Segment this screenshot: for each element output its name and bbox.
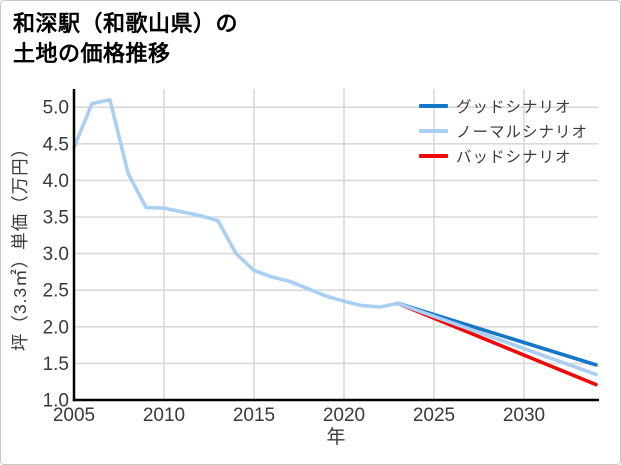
normal-scenario-line-icon — [419, 128, 448, 133]
x-tick-label: 2020 — [323, 405, 365, 426]
legend-item-bad-scenario: バッドシナリオ — [419, 143, 588, 168]
x-tick-label: 2025 — [413, 405, 455, 426]
good-scenario-line-icon — [419, 103, 448, 108]
chart-title-line2: 土地の価格推移 — [13, 41, 171, 66]
x-tick-label: 2005 — [53, 405, 95, 426]
y-tick-label: 5.0 — [43, 98, 69, 119]
series-forecast-normal — [396, 301, 598, 377]
y-tick-label: 3.0 — [43, 244, 69, 265]
y-tick-label: 1.5 — [43, 354, 69, 375]
series-historical — [72, 98, 400, 309]
legend-label-normal: ノーマルシナリオ — [456, 123, 589, 141]
y-tick-label: 2.0 — [43, 317, 69, 338]
y-tick-label: 3.5 — [43, 208, 69, 229]
x-tick-label: 2030 — [503, 405, 545, 426]
y-tick-label: 1.0 — [43, 391, 69, 412]
chart-title: 和深駅（和歌山県）の 土地の価格推移 — [13, 9, 238, 69]
x-tick-label: 2015 — [233, 405, 275, 426]
y-tick-label: 4.5 — [43, 134, 69, 155]
legend-item-normal-scenario: ノーマルシナリオ — [419, 118, 588, 143]
y-tick-label: 2.5 — [43, 281, 69, 302]
legend-label-good: グッドシナリオ — [456, 98, 572, 116]
y-axis-label: 坪（3.3㎡）単価（万円） — [10, 138, 30, 352]
x-tick-label: 2010 — [143, 405, 185, 426]
bad-scenario-line-icon — [419, 153, 448, 158]
x-axis-label: 年 — [326, 427, 346, 448]
legend-item-good-scenario: グッドシナリオ — [419, 93, 588, 118]
y-tick-label: 4.0 — [43, 171, 69, 192]
chart-title-line1: 和深駅（和歌山県）の — [13, 11, 239, 36]
legend-label-bad: バッドシナリオ — [456, 148, 572, 166]
legend: グッドシナリオ ノーマルシナリオ バッドシナリオ — [419, 93, 588, 168]
